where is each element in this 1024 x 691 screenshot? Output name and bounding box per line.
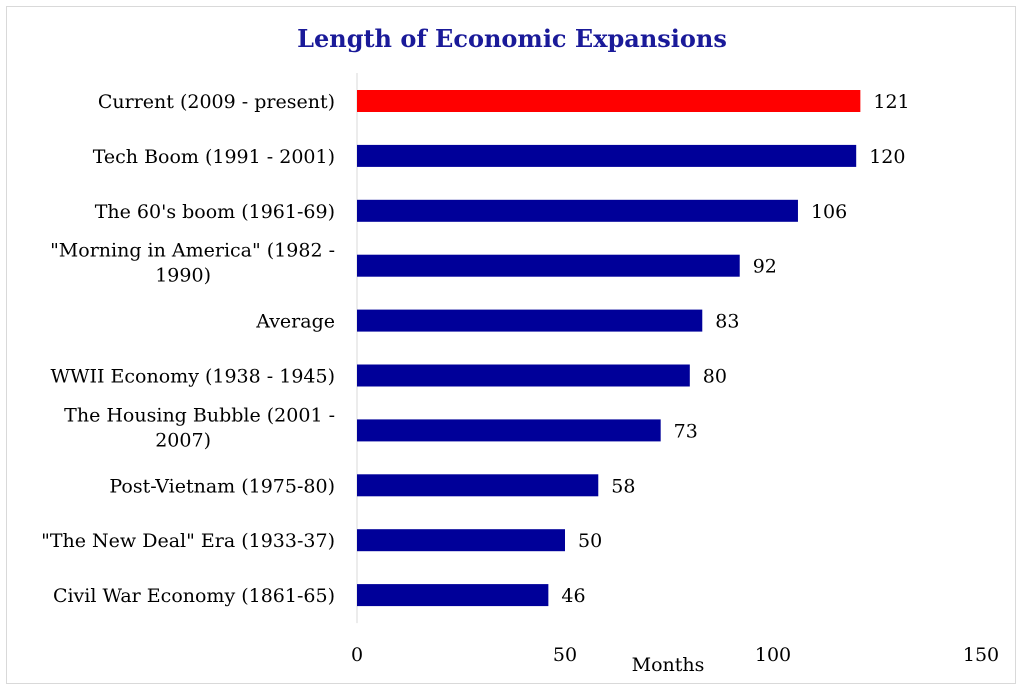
x-tick-label: 50 [553,644,577,666]
category-label: "The New Deal" Era (1933-37) [41,530,335,552]
plot-area: 121 Current (2009 - present) 120 Tech Boom … [41,73,999,666]
x-tick-label: 100 [755,644,791,666]
category-label-line: The Housing Bubble (2001 - [64,404,335,426]
bar [357,309,703,332]
category-label: Civil War Economy (1861-65) [53,585,335,607]
bar [357,529,565,552]
category-label-line: 1990) [155,265,211,287]
x-tick-label: 0 [351,644,363,666]
value-label: 106 [811,201,847,223]
chart-frame [6,6,1016,684]
x-axis-title: Months [632,654,705,676]
bar-highlighted [357,90,861,112]
value-label: 50 [578,530,602,552]
category-label: The Housing Bubble (2001 - 2007) [64,404,335,451]
x-tick-label: 150 [963,644,999,666]
category-label-line: "Morning in America" (1982 - [50,240,335,262]
category-label: The 60's boom (1961-69) [95,201,335,223]
value-label: 120 [869,146,905,168]
value-label: 46 [561,585,585,607]
chart-title: Length of Economic Expansions [297,24,727,53]
value-label: 92 [753,256,777,278]
category-label: Post-Vietnam (1975-80) [109,475,335,497]
bar [357,474,599,497]
value-label: 80 [703,366,727,388]
category-label: Tech Boom (1991 - 2001) [93,146,335,168]
value-label: 121 [873,91,909,113]
category-label-line: 2007) [155,429,211,451]
bar [357,199,798,222]
value-label: 73 [674,420,698,442]
category-label: Current (2009 - present) [98,91,335,113]
bar [357,419,661,442]
bar [357,254,740,277]
value-label: 83 [715,311,739,333]
category-label: WWII Economy (1938 - 1945) [50,366,335,388]
value-label: 58 [611,475,635,497]
bar [357,144,857,167]
category-label: "Morning in America" (1982 - 1990) [50,240,335,287]
bar [357,584,549,607]
category-label: Average [255,311,335,333]
bar [357,364,690,387]
